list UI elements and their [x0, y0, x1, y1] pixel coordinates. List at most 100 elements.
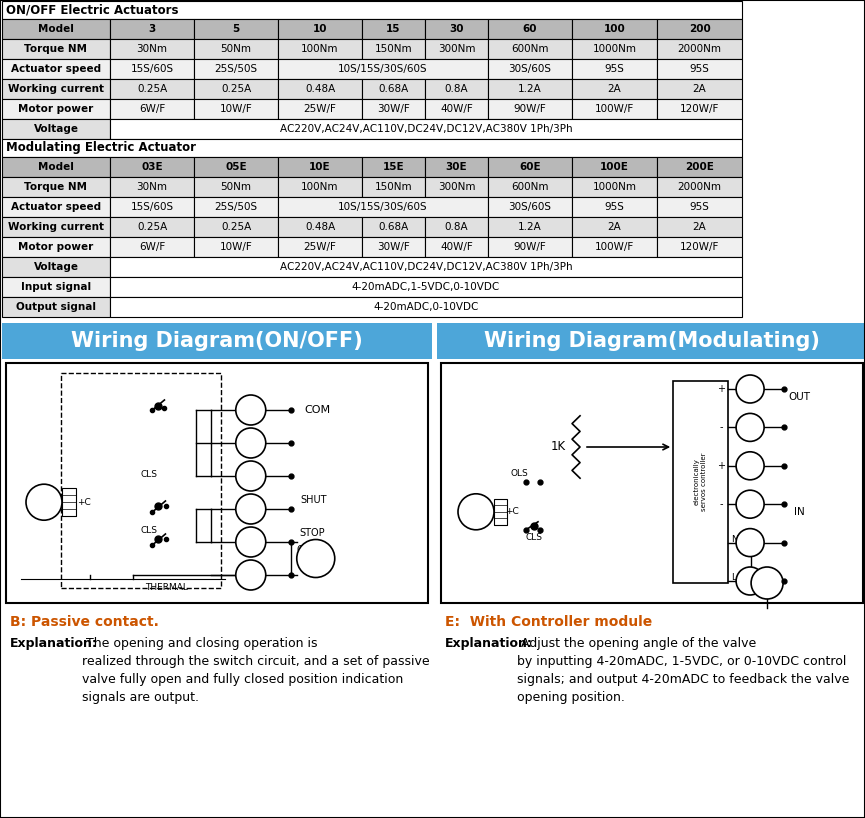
Bar	[110, 297, 742, 317]
Text: M: M	[469, 505, 483, 519]
Text: 150Nm: 150Nm	[375, 44, 413, 54]
Text: Output signal: Output signal	[16, 302, 96, 312]
Text: B₂: B₂	[746, 538, 755, 547]
Text: 15E: 15E	[382, 162, 404, 172]
Bar	[362, 157, 425, 177]
Text: B: Passive contact.: B: Passive contact.	[10, 615, 159, 629]
Bar	[278, 59, 488, 79]
Text: 95S: 95S	[689, 202, 709, 212]
Text: 1: 1	[247, 569, 255, 582]
Text: 30Nm: 30Nm	[137, 44, 168, 54]
Bar	[278, 217, 362, 237]
Bar	[194, 19, 278, 39]
Bar	[657, 197, 742, 217]
Text: 40W/F: 40W/F	[440, 104, 473, 114]
Text: +C: +C	[505, 507, 519, 516]
Text: 15S/60S: 15S/60S	[131, 202, 174, 212]
Text: 25S/50S: 25S/50S	[215, 202, 258, 212]
Text: Input signal: Input signal	[21, 282, 91, 292]
Bar	[2, 119, 110, 139]
Text: OPEN: OPEN	[296, 545, 324, 555]
Bar	[110, 19, 194, 39]
Text: 30E: 30E	[445, 162, 467, 172]
Text: 25W/F: 25W/F	[304, 242, 336, 252]
Text: +: +	[717, 384, 725, 394]
Text: 220V: 220V	[756, 573, 778, 582]
Circle shape	[736, 528, 764, 556]
Text: 100E: 100E	[600, 162, 629, 172]
Bar	[278, 79, 362, 99]
Text: 2A: 2A	[693, 222, 707, 232]
Text: 10: 10	[313, 24, 327, 34]
Circle shape	[236, 494, 266, 524]
Text: 220V: 220V	[303, 559, 329, 568]
Text: IN: IN	[794, 507, 804, 517]
Bar	[572, 59, 657, 79]
Bar	[110, 39, 194, 59]
Bar	[488, 237, 572, 257]
Bar	[278, 157, 362, 177]
Bar	[572, 177, 657, 197]
Bar	[572, 99, 657, 119]
Text: -: -	[720, 422, 723, 433]
Text: Voltage: Voltage	[34, 262, 79, 272]
Text: CLS: CLS	[526, 533, 542, 542]
Bar	[425, 79, 488, 99]
Text: 24V: 24V	[759, 582, 775, 591]
Bar	[488, 157, 572, 177]
Bar	[441, 363, 863, 603]
Bar	[110, 79, 194, 99]
Bar	[425, 177, 488, 197]
Bar	[488, 197, 572, 217]
Bar	[278, 99, 362, 119]
Bar	[572, 197, 657, 217]
Bar	[2, 237, 110, 257]
Text: COM: COM	[304, 405, 330, 415]
Bar	[657, 59, 742, 79]
Bar	[110, 277, 742, 297]
Text: Model: Model	[38, 24, 74, 34]
Bar	[2, 197, 110, 217]
Bar	[278, 197, 488, 217]
Text: 1K: 1K	[550, 441, 566, 453]
Circle shape	[736, 490, 764, 518]
Bar	[2, 79, 110, 99]
Text: Model: Model	[38, 162, 74, 172]
Circle shape	[236, 560, 266, 590]
Bar	[425, 19, 488, 39]
Bar	[657, 217, 742, 237]
Text: 6W/F: 6W/F	[139, 104, 165, 114]
Bar	[110, 157, 194, 177]
Text: Motor power: Motor power	[18, 104, 93, 114]
Text: 95S: 95S	[605, 202, 625, 212]
Text: 2000Nm: 2000Nm	[677, 182, 721, 192]
Text: electronically
servos controller: electronically servos controller	[694, 452, 707, 511]
Circle shape	[458, 494, 494, 530]
Bar	[278, 177, 362, 197]
Text: N: N	[731, 535, 738, 544]
Text: 10S/15S/30S/60S: 10S/15S/30S/60S	[338, 202, 428, 212]
Circle shape	[751, 567, 783, 599]
Bar	[673, 381, 728, 583]
Text: 10W/F: 10W/F	[220, 104, 253, 114]
Text: 15: 15	[387, 24, 400, 34]
Bar	[657, 39, 742, 59]
Bar	[194, 79, 278, 99]
Bar	[657, 177, 742, 197]
Bar	[572, 237, 657, 257]
Text: THERMAL: THERMAL	[145, 582, 188, 591]
Bar	[194, 237, 278, 257]
Bar	[657, 19, 742, 39]
Bar	[61, 373, 221, 588]
Text: 30W/F: 30W/F	[377, 242, 410, 252]
Bar	[488, 39, 572, 59]
Bar	[425, 39, 488, 59]
Bar	[2, 19, 110, 39]
Text: 100W/F: 100W/F	[595, 242, 634, 252]
Text: A₂: A₂	[746, 384, 755, 393]
Bar	[278, 19, 362, 39]
Text: 600Nm: 600Nm	[511, 44, 548, 54]
Bar	[2, 99, 110, 119]
Text: 3: 3	[247, 502, 255, 515]
Bar	[572, 39, 657, 59]
